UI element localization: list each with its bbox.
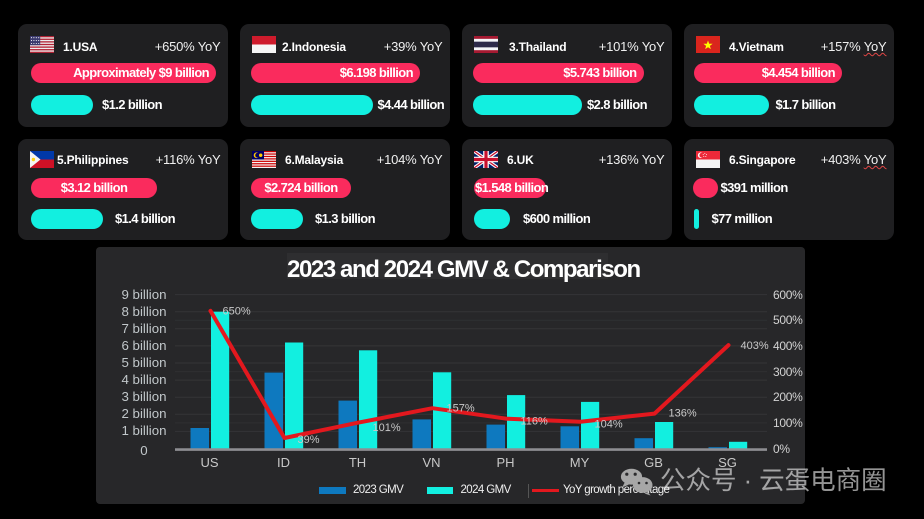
svg-text:650%: 650% <box>223 305 251 317</box>
svg-text:101%: 101% <box>373 422 401 434</box>
svg-text:136%: 136% <box>669 408 697 420</box>
svg-text:403%: 403% <box>741 340 769 352</box>
svg-text:104%: 104% <box>595 419 623 431</box>
svg-text:39%: 39% <box>298 434 320 446</box>
svg-text:116%: 116% <box>521 416 549 428</box>
svg-text:157%: 157% <box>447 403 475 415</box>
